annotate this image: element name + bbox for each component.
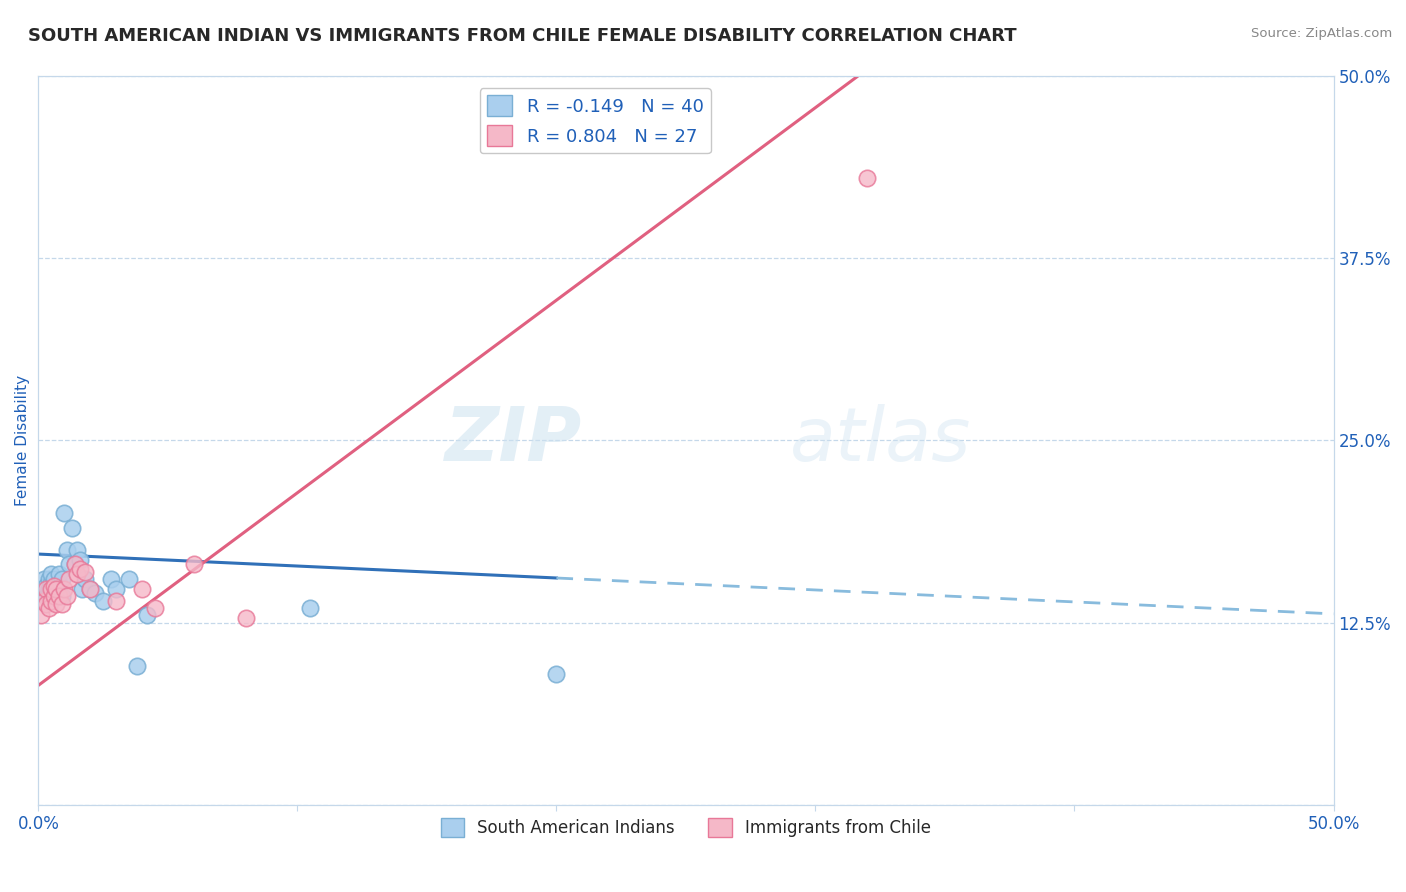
Point [51,597,73,611]
Point [183,558,205,572]
Point [51,590,73,604]
Point [66,542,89,557]
Point [38,582,60,596]
Point [53,506,76,520]
Point [235,611,257,625]
Point [100,572,122,586]
Point [299,601,322,615]
Point [143,601,166,615]
Point [38,601,60,615]
Point [91,593,114,607]
Point [42,586,65,600]
Point [35,579,58,593]
Point [56,590,79,604]
Y-axis label: Female Disability: Female Disability [15,375,30,506]
Point [79,582,101,596]
Point [39,567,62,582]
Point [51,572,73,586]
Text: atlas: atlas [790,404,972,476]
Point [39,586,62,600]
Point [79,582,101,596]
Point [45,590,67,604]
Point [48,576,70,591]
Legend: South American Indians, Immigrants from Chile: South American Indians, Immigrants from … [434,812,938,844]
Point [32,572,55,586]
Point [32,582,55,596]
Point [69,553,91,567]
Point [72,582,94,596]
Point [42,572,65,586]
Point [58,572,80,586]
Point [60,521,83,535]
Point [125,659,148,673]
Point [39,593,62,607]
Point [45,582,67,596]
Point [105,593,128,607]
Point [118,572,141,586]
Point [58,558,80,572]
Point [48,586,70,600]
Point [131,582,153,596]
Point [42,590,65,604]
Point [30,608,52,623]
Point [66,567,89,582]
Point [73,565,96,579]
Point [56,542,79,557]
Point [48,567,70,582]
Point [38,593,60,607]
Point [136,608,159,623]
Point [53,582,76,596]
Point [45,582,67,596]
Point [48,590,70,604]
Point [35,582,58,596]
Point [42,579,65,593]
Point [30,586,52,600]
Point [42,579,65,593]
Point [105,582,128,596]
Point [32,593,55,607]
Point [63,558,86,572]
Point [546,666,568,681]
Text: ZIP: ZIP [446,404,582,476]
Point [45,597,67,611]
Point [35,597,58,611]
Point [69,562,91,576]
Point [39,582,62,596]
Text: Source: ZipAtlas.com: Source: ZipAtlas.com [1251,27,1392,40]
Point [84,586,107,600]
Point [39,576,62,591]
Point [856,170,879,185]
Point [73,572,96,586]
Point [63,558,86,572]
Text: SOUTH AMERICAN INDIAN VS IMMIGRANTS FROM CHILE FEMALE DISABILITY CORRELATION CHA: SOUTH AMERICAN INDIAN VS IMMIGRANTS FROM… [28,27,1017,45]
Point [38,572,60,586]
Point [35,590,58,604]
